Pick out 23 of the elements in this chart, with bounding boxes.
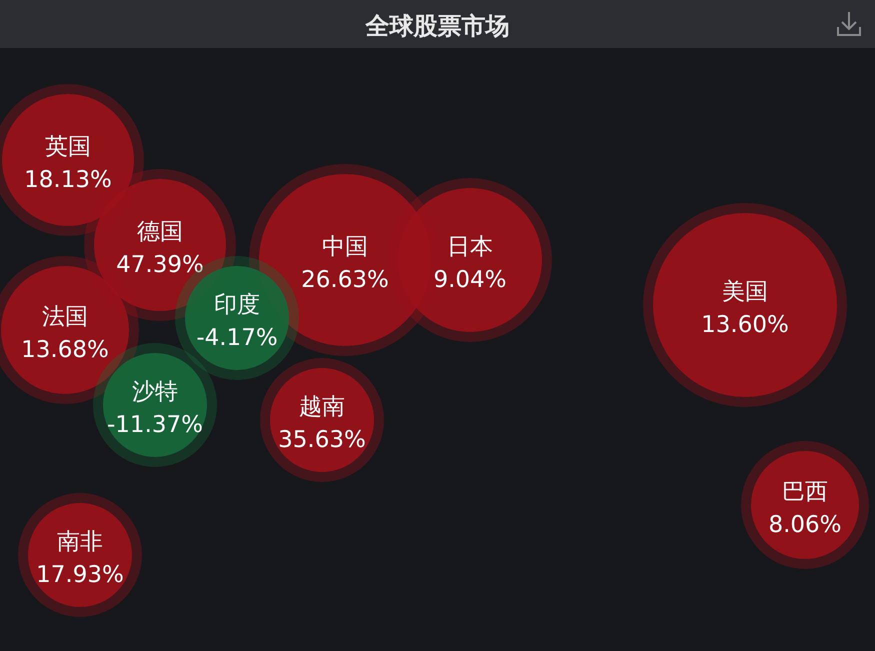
data-label: 47.39% xyxy=(116,252,204,278)
category-label: 沙特 xyxy=(132,379,178,405)
category-label: 中国 xyxy=(322,234,368,260)
category-label: 越南 xyxy=(299,394,345,420)
data-label: 13.68% xyxy=(21,337,109,363)
data-label: 26.63% xyxy=(301,267,389,293)
data-label: 35.63% xyxy=(278,427,366,453)
data-label: 9.04% xyxy=(433,267,507,293)
data-label: 8.06% xyxy=(768,512,842,538)
data-label: 17.93% xyxy=(36,562,124,588)
category-label: 巴西 xyxy=(782,479,828,505)
data-label: -11.37% xyxy=(107,412,203,438)
data-label: 13.60% xyxy=(701,312,789,338)
category-label: 美国 xyxy=(722,279,768,305)
text: 全球股票市场 xyxy=(364,12,510,40)
data-label: 18.13% xyxy=(24,167,112,193)
category-label: 日本 xyxy=(447,234,493,260)
category-label: 南非 xyxy=(57,529,103,555)
category-label: 法国 xyxy=(42,304,88,330)
data-label: -4.17% xyxy=(196,325,278,351)
category-label: 印度 xyxy=(214,292,260,318)
category-label: 英国 xyxy=(45,134,91,160)
category-label: 德国 xyxy=(137,219,183,245)
